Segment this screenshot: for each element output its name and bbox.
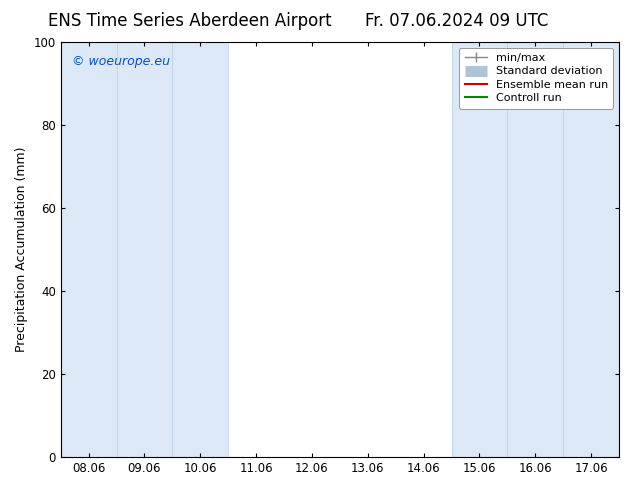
Bar	[61, 42, 117, 457]
Bar	[172, 42, 228, 457]
Bar	[507, 42, 563, 457]
Legend: min/max, Standard deviation, Ensemble mean run, Controll run: min/max, Standard deviation, Ensemble me…	[459, 48, 614, 109]
Text: ENS Time Series Aberdeen Airport: ENS Time Series Aberdeen Airport	[48, 12, 332, 30]
Text: Fr. 07.06.2024 09 UTC: Fr. 07.06.2024 09 UTC	[365, 12, 548, 30]
Text: © woeurope.eu: © woeurope.eu	[72, 54, 170, 68]
Bar	[451, 42, 507, 457]
Bar	[117, 42, 172, 457]
Y-axis label: Precipitation Accumulation (mm): Precipitation Accumulation (mm)	[15, 147, 28, 352]
Bar	[563, 42, 619, 457]
